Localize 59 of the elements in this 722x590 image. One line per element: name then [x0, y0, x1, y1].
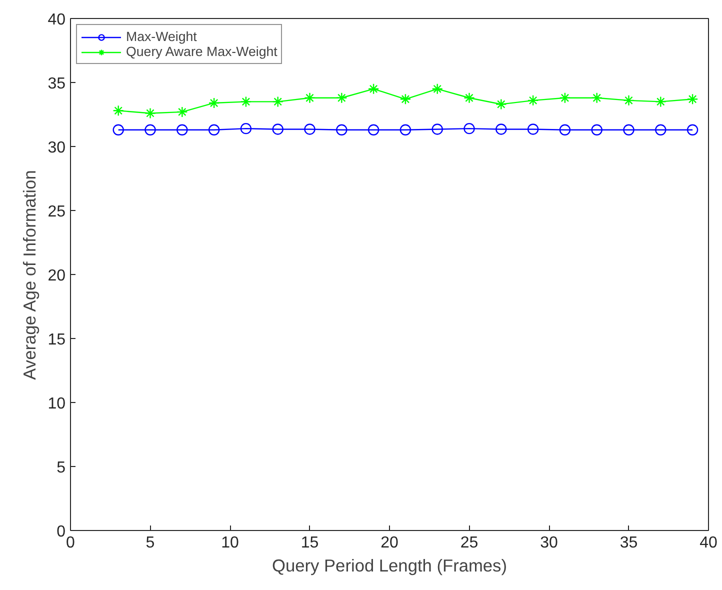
- point: [272, 124, 284, 135]
- point: [336, 92, 348, 104]
- point: [432, 83, 443, 94]
- point: [559, 124, 571, 136]
- x-tick-label: 30: [540, 534, 558, 552]
- point: [144, 108, 156, 119]
- point: [623, 124, 634, 136]
- point: [368, 124, 380, 136]
- y-axis-title: Average Age of Information: [20, 170, 40, 380]
- y-tick-label: 40: [48, 12, 66, 28]
- x-tick-label: 15: [300, 534, 319, 552]
- point: [655, 96, 666, 108]
- point: [304, 92, 316, 104]
- point: [336, 124, 348, 136]
- point: [400, 124, 412, 136]
- x-tick-label: 25: [460, 534, 478, 552]
- point: [432, 124, 443, 135]
- point: [208, 97, 220, 109]
- legend-label: Query Aware Max-Weight: [126, 44, 278, 59]
- point: [400, 94, 412, 105]
- point: [304, 124, 316, 135]
- point: [686, 94, 698, 105]
- point: [559, 92, 571, 104]
- x-tick-label: 35: [620, 534, 638, 552]
- point: [527, 94, 539, 106]
- legend-label: Max-Weight: [126, 29, 197, 44]
- y-tick-label: 5: [56, 460, 66, 476]
- point: [240, 122, 252, 134]
- point: [176, 106, 188, 118]
- point: [144, 124, 156, 136]
- y-tick-label: 15: [48, 332, 66, 348]
- point: [272, 96, 284, 108]
- y-tick-label: 25: [48, 204, 66, 220]
- point: [496, 124, 507, 135]
- x-axis-title: Query Period Length (Frames): [272, 556, 508, 576]
- point: [464, 92, 475, 104]
- y-tick-label: 0: [56, 524, 66, 540]
- y-tick-label: 35: [48, 76, 66, 92]
- point: [623, 94, 634, 106]
- y-tick-label: 10: [48, 396, 66, 412]
- point: [112, 124, 124, 136]
- point: [208, 124, 220, 136]
- point: [591, 124, 602, 136]
- point: [496, 98, 507, 110]
- y-tick-label: 30: [48, 140, 66, 156]
- point: [464, 122, 475, 134]
- point: [176, 124, 188, 136]
- x-tick-label: 5: [146, 534, 155, 552]
- point: [527, 124, 539, 135]
- y-tick-label: 20: [48, 268, 66, 284]
- x-tick-label: 40: [700, 534, 718, 552]
- point: [686, 124, 698, 136]
- point: [240, 96, 252, 108]
- x-tick-label: 10: [221, 534, 239, 552]
- x-tick-label: 20: [380, 534, 398, 552]
- point: [655, 124, 666, 136]
- point: [112, 105, 124, 116]
- point: [591, 92, 602, 104]
- point: [368, 83, 380, 94]
